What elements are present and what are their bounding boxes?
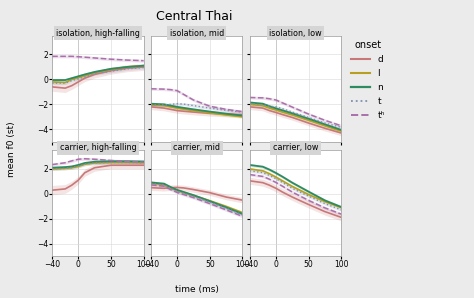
Legend: d, l, n, t, tʰ: d, l, n, t, tʰ <box>351 40 385 120</box>
Title: isolation, high-falling: isolation, high-falling <box>56 29 140 38</box>
Title: carrier, mid: carrier, mid <box>173 143 220 152</box>
Title: carrier, high-falling: carrier, high-falling <box>60 143 136 152</box>
Text: time (ms): time (ms) <box>175 285 219 294</box>
Title: carrier, low: carrier, low <box>273 143 318 152</box>
Text: Central Thai: Central Thai <box>156 10 233 24</box>
Text: mean f0 (st): mean f0 (st) <box>8 121 16 177</box>
Title: isolation, low: isolation, low <box>269 29 322 38</box>
Title: isolation, mid: isolation, mid <box>170 29 224 38</box>
